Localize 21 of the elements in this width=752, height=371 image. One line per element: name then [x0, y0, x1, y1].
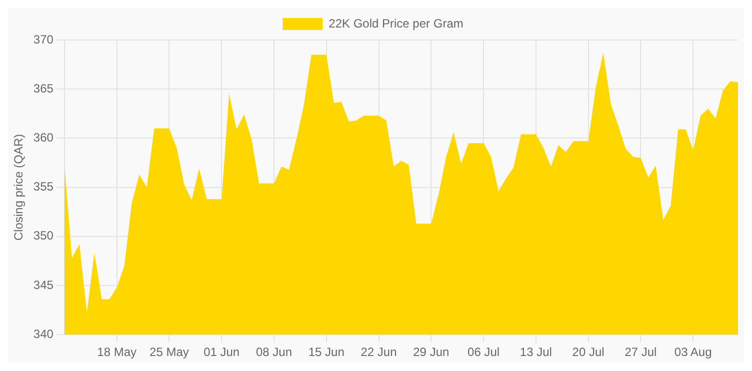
x-tick-label: 22 Jun: [360, 345, 397, 360]
x-tick-label: 15 Jun: [308, 345, 344, 360]
y-tick-label: 340: [33, 326, 54, 341]
y-axis-title: Closing price (QAR): [12, 134, 26, 241]
x-tick-label: 18 May: [97, 345, 136, 360]
x-tick-label: 13 Jul: [520, 345, 552, 360]
x-tick-label: 03 Aug: [674, 345, 712, 360]
x-tick-label: 06 Jul: [468, 345, 500, 360]
y-tick-label: 355: [33, 180, 54, 194]
x-tick-label: 01 Jun: [204, 345, 240, 360]
y-tick-label: 370: [33, 32, 54, 46]
y-tick-label: 345: [33, 278, 54, 292]
x-tick-label: 25 May: [150, 345, 189, 360]
y-tick-label: 365: [33, 81, 54, 96]
x-tick-label: 20 Jul: [572, 345, 604, 360]
x-tick-label: 29 Jun: [413, 345, 450, 360]
y-tick-label: 350: [33, 228, 54, 243]
y-tick-label: 360: [33, 130, 54, 145]
legend-label: 22K Gold Price per Gram: [328, 16, 464, 30]
x-tick-label: 08 Jun: [256, 345, 292, 360]
x-tick-label: 27 Jul: [624, 345, 657, 360]
